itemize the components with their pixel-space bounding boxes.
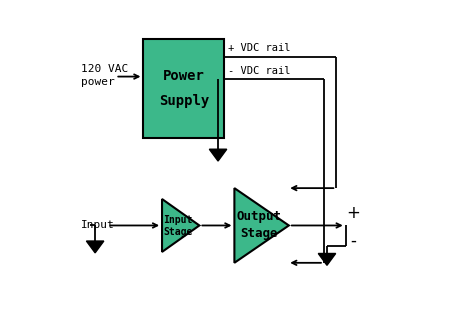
Polygon shape	[318, 253, 336, 265]
Text: Stage: Stage	[240, 227, 277, 240]
FancyBboxPatch shape	[143, 39, 224, 138]
Polygon shape	[86, 241, 104, 253]
Text: Input: Input	[163, 215, 192, 225]
Polygon shape	[209, 149, 227, 161]
Text: + VDC rail: + VDC rail	[228, 43, 290, 53]
Text: Power: Power	[163, 69, 205, 83]
Text: Output: Output	[236, 210, 281, 223]
Text: power: power	[81, 77, 115, 87]
Polygon shape	[234, 188, 289, 263]
Text: Stage: Stage	[163, 227, 192, 237]
Polygon shape	[162, 199, 199, 252]
Text: -: -	[350, 232, 356, 250]
Text: - VDC rail: - VDC rail	[228, 66, 290, 76]
Text: +: +	[347, 204, 361, 222]
Text: Supply: Supply	[159, 94, 209, 108]
Text: 120 VAC: 120 VAC	[81, 64, 128, 74]
Text: Input: Input	[81, 220, 115, 230]
